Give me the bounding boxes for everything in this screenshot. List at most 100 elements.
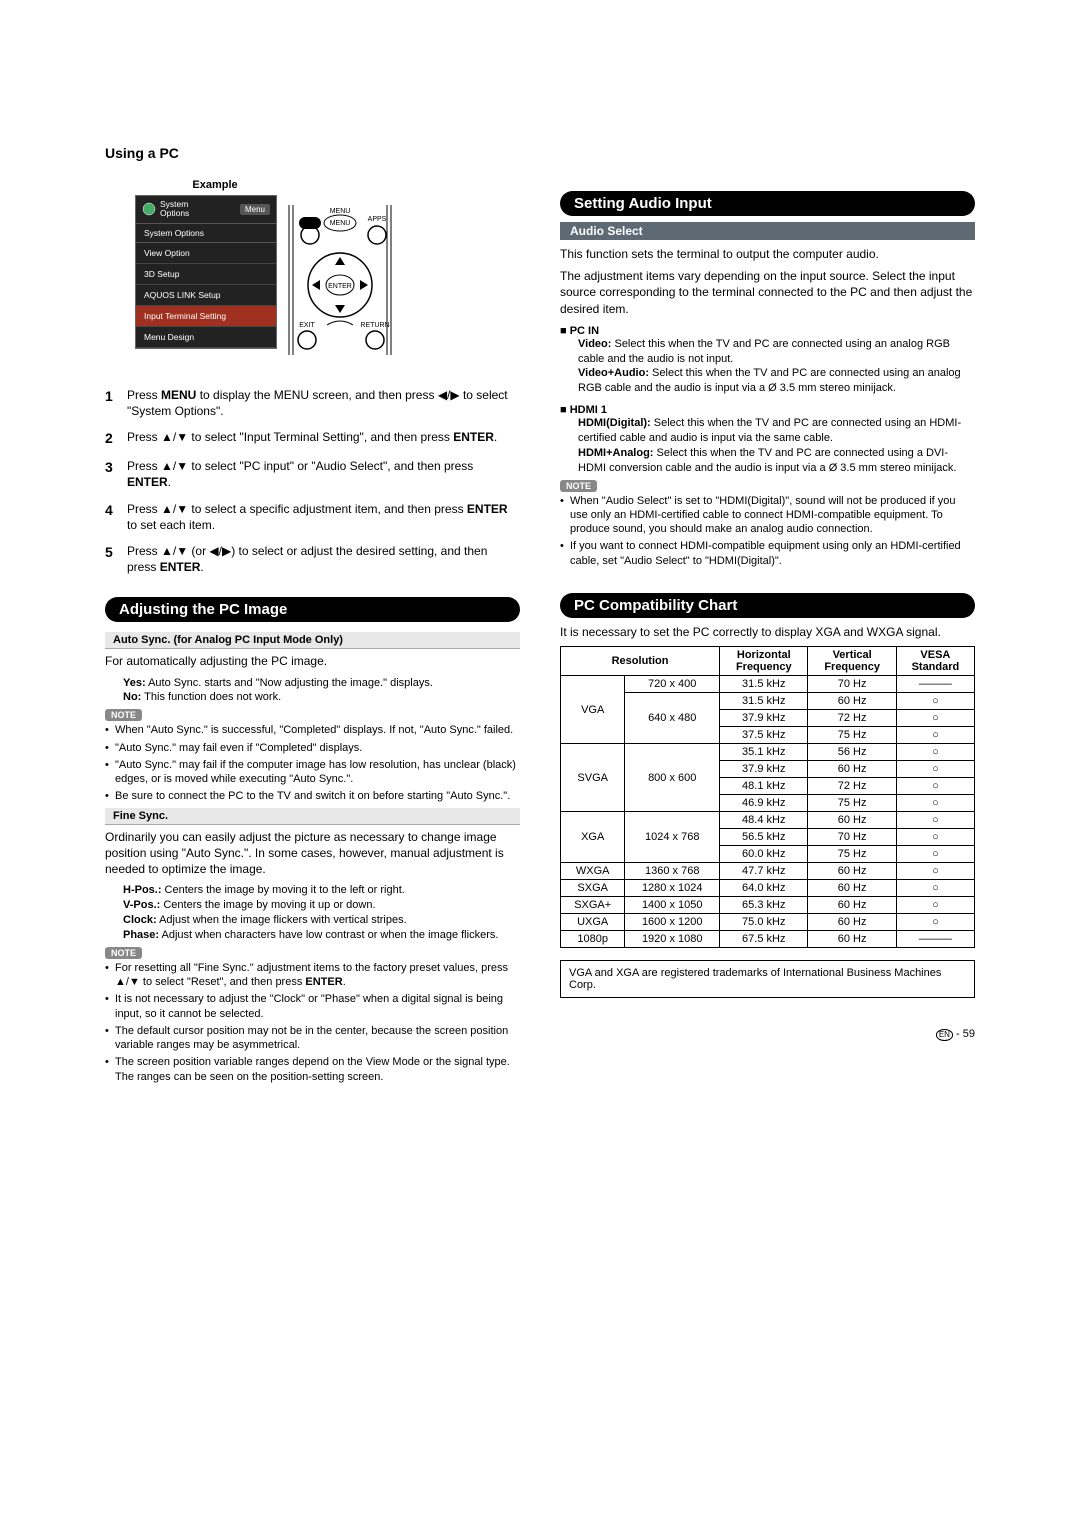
note-label: NOTE — [105, 947, 142, 959]
menu-tag: Menu — [240, 204, 270, 215]
note-item: It is not necessary to adjust the "Clock… — [105, 992, 520, 1021]
cell-v: 60 Hz — [808, 914, 896, 931]
cell-h: 48.1 kHz — [720, 778, 808, 795]
cell-vesa: ○ — [896, 761, 974, 778]
cell-v: 75 Hz — [808, 727, 896, 744]
cell-group: 1080p — [561, 931, 625, 948]
cell-h: 64.0 kHz — [720, 880, 808, 897]
note-item: "Auto Sync." may fail if the computer im… — [105, 758, 520, 787]
audio-intro1: This function sets the terminal to outpu… — [560, 246, 975, 262]
th-horizontal: HorizontalFrequency — [720, 647, 808, 676]
note-label: NOTE — [560, 480, 597, 492]
cell-vesa: ○ — [896, 693, 974, 710]
audio-sub: Audio Select — [560, 222, 975, 240]
remote-diagram: 3D MENU MENU APPS ENTER — [285, 195, 395, 365]
fine-sync-defs: H-Pos.: Centers the image by moving it t… — [123, 883, 520, 942]
step: 4Press ▲/▼ to select a specific adjustme… — [105, 501, 520, 533]
svg-text:ENTER: ENTER — [328, 283, 352, 290]
hdmi-header: HDMI 1 — [560, 404, 975, 416]
menu-header-line2: Options — [160, 208, 189, 218]
cell-vesa: ○ — [896, 914, 974, 931]
cell-h: 46.9 kHz — [720, 795, 808, 812]
cell-v: 70 Hz — [808, 676, 896, 693]
compat-table: Resolution HorizontalFrequency VerticalF… — [560, 646, 975, 948]
cell-vesa: ——— — [896, 931, 974, 948]
step: 2Press ▲/▼ to select "Input Terminal Set… — [105, 429, 520, 448]
cell-vesa: ○ — [896, 863, 974, 880]
cell-group: VGA — [561, 676, 625, 744]
cell-vesa: ○ — [896, 880, 974, 897]
cell-v: 60 Hz — [808, 880, 896, 897]
menu-item: Input Terminal Setting — [136, 306, 276, 327]
cell-res: 1920 x 1080 — [625, 931, 720, 948]
definition: V-Pos.: Centers the image by moving it u… — [123, 898, 520, 913]
note-item: The default cursor position may not be i… — [105, 1024, 520, 1053]
cell-vesa: ○ — [896, 778, 974, 795]
cell-vesa: ○ — [896, 812, 974, 829]
svg-text:MENU: MENU — [330, 208, 351, 215]
auto-sync-defs: Yes: Auto Sync. starts and "Now adjustin… — [123, 676, 520, 706]
cell-v: 72 Hz — [808, 778, 896, 795]
table-row: SVGA800 x 60035.1 kHz56 Hz○ — [561, 744, 975, 761]
definition: HDMI+Analog: Select this when the TV and… — [578, 446, 975, 476]
note-item: Be sure to connect the PC to the TV and … — [105, 789, 520, 803]
fine-sync-intro: Ordinarily you can easily adjust the pic… — [105, 829, 520, 878]
step: 1Press MENU to display the MENU screen, … — [105, 387, 520, 419]
svg-text:MENU: MENU — [330, 220, 351, 227]
compat-header: PC Compatibility Chart — [560, 593, 975, 618]
cell-v: 60 Hz — [808, 863, 896, 880]
hdmi-defs: HDMI(Digital): Select this when the TV a… — [578, 416, 975, 475]
definition: Clock: Adjust when the image flickers wi… — [123, 913, 520, 928]
steps-list: 1Press MENU to display the MENU screen, … — [105, 387, 520, 575]
menu-item: AQUOS LINK Setup — [136, 285, 276, 306]
note-item: If you want to connect HDMI-compatible e… — [560, 539, 975, 568]
cell-vesa: ○ — [896, 846, 974, 863]
fine-sync-header: Fine Sync. — [105, 808, 520, 825]
cell-h: 37.9 kHz — [720, 710, 808, 727]
cell-h: 67.5 kHz — [720, 931, 808, 948]
cell-h: 60.0 kHz — [720, 846, 808, 863]
th-resolution: Resolution — [561, 647, 720, 676]
table-row: VGA720 x 40031.5 kHz70 Hz——— — [561, 676, 975, 693]
cell-vesa: ○ — [896, 795, 974, 812]
trademark-note: VGA and XGA are registered trademarks of… — [560, 960, 975, 998]
table-row: SXGA+1400 x 105065.3 kHz60 Hz○ — [561, 897, 975, 914]
cell-v: 60 Hz — [808, 931, 896, 948]
cell-v: 60 Hz — [808, 897, 896, 914]
menu-item: View Option — [136, 243, 276, 264]
cell-h: 56.5 kHz — [720, 829, 808, 846]
cell-v: 70 Hz — [808, 829, 896, 846]
auto-sync-notes: When "Auto Sync." is successful, "Comple… — [105, 723, 520, 803]
cell-res: 1600 x 1200 — [625, 914, 720, 931]
definition: Video+Audio: Select this when the TV and… — [578, 366, 975, 396]
pcin-defs: Video: Select this when the TV and PC ar… — [578, 337, 975, 396]
th-vesa: VESAStandard — [896, 647, 974, 676]
cell-group: XGA — [561, 812, 625, 863]
audio-intro2: The adjustment items vary depending on t… — [560, 268, 975, 317]
cell-h: 65.3 kHz — [720, 897, 808, 914]
menu-item: 3D Setup — [136, 264, 276, 285]
definition: Phase: Adjust when characters have low c… — [123, 928, 520, 943]
cell-h: 31.5 kHz — [720, 676, 808, 693]
definition: No: This function does not work. — [123, 690, 520, 705]
compat-intro: It is necessary to set the PC correctly … — [560, 624, 975, 640]
cell-h: 37.5 kHz — [720, 727, 808, 744]
page-number: EN - 59 — [560, 1028, 975, 1041]
menu-box: SystemOptions Menu System Options View O… — [135, 195, 277, 349]
table-row: UXGA1600 x 120075.0 kHz60 Hz○ — [561, 914, 975, 931]
cell-group: SXGA+ — [561, 897, 625, 914]
cell-h: 35.1 kHz — [720, 744, 808, 761]
cell-v: 75 Hz — [808, 846, 896, 863]
cell-vesa: ○ — [896, 727, 974, 744]
cell-group: SVGA — [561, 744, 625, 812]
cell-v: 56 Hz — [808, 744, 896, 761]
cell-v: 60 Hz — [808, 693, 896, 710]
cell-group: SXGA — [561, 880, 625, 897]
cell-vesa: ○ — [896, 829, 974, 846]
table-row: WXGA1360 x 76847.7 kHz60 Hz○ — [561, 863, 975, 880]
note-item: When "Audio Select" is set to "HDMI(Digi… — [560, 494, 975, 537]
note-item: The screen position variable ranges depe… — [105, 1055, 520, 1084]
definition: HDMI(Digital): Select this when the TV a… — [578, 416, 975, 446]
cell-res: 1400 x 1050 — [625, 897, 720, 914]
cell-res: 1024 x 768 — [625, 812, 720, 863]
